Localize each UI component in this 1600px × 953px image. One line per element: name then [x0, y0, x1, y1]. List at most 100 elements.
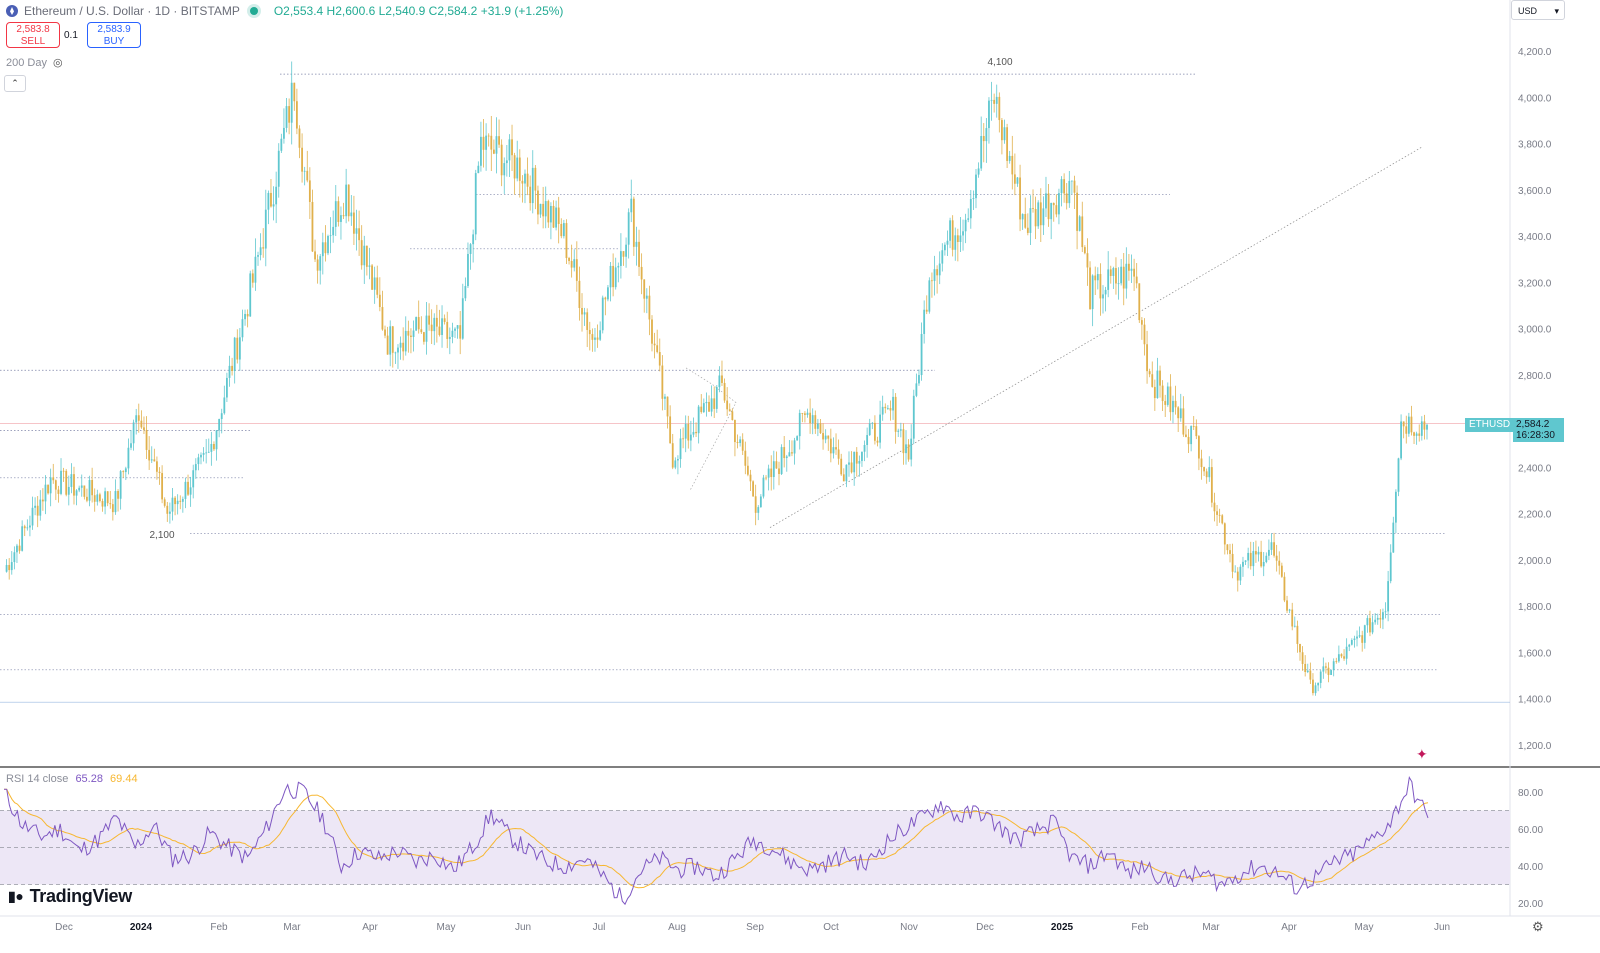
ohlc-values: O2,553.4 H2,600.6 L2,540.9 C2,584.2 +31.…	[274, 4, 564, 18]
time-tick-label: Apr	[362, 922, 378, 933]
candle-body	[1283, 576, 1286, 601]
price-tick-label: 4,200.0	[1518, 47, 1552, 58]
candle-body	[1353, 638, 1356, 640]
symbol-price-tag: ETHUSD	[1465, 418, 1515, 432]
rsi-legend[interactable]: RSI 14 close 65.28 69.44	[6, 773, 138, 785]
symbol-header[interactable]: Ethereum / U.S. Dollar · 1D · BITSTAMP O…	[6, 2, 563, 20]
candle-body	[1242, 561, 1244, 567]
candle-body	[832, 447, 835, 454]
candle-body	[956, 235, 959, 243]
candle-body	[972, 198, 975, 200]
candle-body	[511, 139, 513, 156]
candle-body	[140, 420, 143, 428]
candle-body	[868, 423, 871, 436]
candle-body	[599, 330, 602, 340]
candle-body	[1286, 600, 1288, 611]
candle-body	[41, 499, 44, 502]
candle-body	[54, 480, 57, 490]
candle-body	[871, 422, 874, 424]
candle-body	[272, 204, 275, 207]
indicator-legend[interactable]: 200 Day ◎	[6, 56, 63, 70]
candle-body	[1026, 227, 1029, 233]
candle-body	[739, 439, 742, 444]
candle-body	[643, 279, 646, 299]
candle-body	[415, 317, 418, 331]
spark-icon[interactable]: ✦	[1416, 746, 1428, 762]
candle-body	[946, 240, 949, 245]
candle-body	[1032, 208, 1034, 210]
candle-body	[459, 325, 462, 339]
candle-body	[1003, 127, 1006, 141]
candle-body	[474, 173, 477, 235]
candle-body	[290, 82, 293, 123]
symbol-title[interactable]: Ethereum / U.S. Dollar · 1D · BITSTAMP	[24, 4, 240, 18]
rsi-tick-label: 80.00	[1518, 788, 1543, 799]
collapse-legend-button[interactable]: ⌃	[4, 75, 26, 92]
candle-body	[658, 352, 661, 366]
candle-body	[1205, 471, 1208, 478]
candle-body	[350, 212, 353, 217]
candle-body	[521, 180, 524, 184]
candle-body	[596, 337, 599, 340]
candle-body	[1405, 426, 1408, 434]
candle-body	[358, 228, 361, 241]
candle-body	[1397, 458, 1400, 492]
candle-body	[500, 144, 503, 176]
sell-button[interactable]: 2,583.8 SELL	[6, 22, 60, 48]
candle-body	[718, 375, 721, 388]
candle-body	[671, 443, 674, 468]
candle-body	[1249, 552, 1252, 567]
candle-body	[1055, 205, 1058, 215]
candle-body	[941, 250, 944, 264]
candle-body	[210, 443, 213, 452]
candle-body	[1045, 193, 1047, 209]
candle-body	[228, 365, 231, 378]
candle-body	[695, 431, 697, 434]
candle-body	[285, 106, 288, 128]
candle-body	[666, 396, 669, 417]
candle-body	[1363, 625, 1366, 643]
candle-body	[967, 218, 970, 220]
candle-body	[1335, 661, 1338, 663]
candle-body	[568, 258, 570, 261]
candle-body	[1034, 209, 1037, 227]
candle-body	[645, 295, 648, 299]
candle-body	[977, 168, 980, 175]
candle-body	[638, 241, 640, 267]
candle-body	[200, 454, 202, 458]
candle-body	[702, 403, 705, 413]
candle-body	[435, 317, 438, 327]
price-tick-label: 2,800.0	[1518, 371, 1552, 382]
candle-body	[1221, 515, 1224, 524]
hide-eye-icon[interactable]: ◎	[52, 57, 63, 69]
candle-body	[371, 265, 373, 290]
tradingview-logo[interactable]: ▮● TradingView	[8, 886, 132, 907]
candle-body	[246, 313, 249, 317]
candle-body	[762, 477, 765, 497]
time-tick-label: Apr	[1281, 922, 1297, 933]
gear-icon[interactable]: ⚙	[1532, 919, 1544, 934]
time-tick-label: May	[437, 922, 456, 933]
candle-body	[726, 400, 729, 410]
candle-body	[1325, 666, 1327, 668]
candle-body	[687, 423, 690, 441]
candle-body	[1247, 552, 1250, 561]
candle-body	[866, 435, 869, 446]
buy-button[interactable]: 2,583.9 BUY	[87, 22, 141, 48]
price-tick-label: 2,200.0	[1518, 510, 1552, 521]
candle-body	[267, 192, 270, 210]
candle-body	[135, 415, 138, 423]
candle-body	[534, 167, 537, 191]
time-tick-label: Jun	[1434, 922, 1450, 933]
candle-body	[547, 201, 550, 223]
time-tick-label: Jul	[593, 922, 606, 933]
candle-body	[446, 321, 449, 339]
currency-selector[interactable]: USD ▾	[1511, 0, 1565, 20]
time-tick-label: Oct	[823, 922, 839, 933]
candle-body	[422, 332, 425, 342]
candle-body	[607, 287, 609, 300]
candle-body	[1130, 268, 1133, 271]
candle-body	[964, 219, 967, 232]
candle-body	[881, 406, 884, 415]
